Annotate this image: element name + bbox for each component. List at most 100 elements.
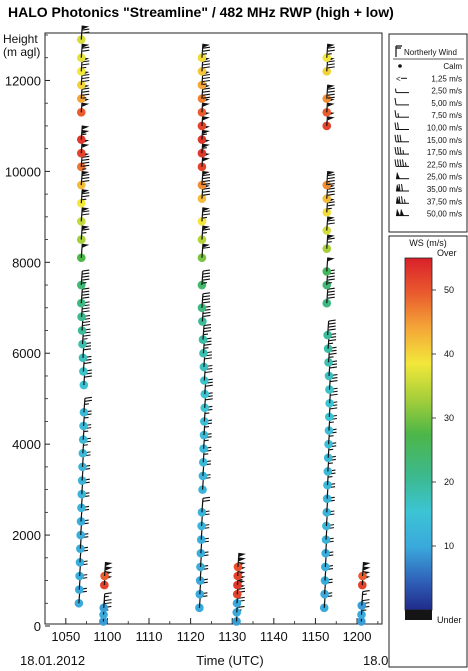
barb-pennant: [82, 189, 90, 194]
barb-full-feather: [327, 222, 335, 225]
barb-full-feather: [82, 173, 90, 177]
barb-full-feather: [202, 295, 211, 298]
barb-half-feather: [202, 53, 208, 55]
data-point: [199, 362, 209, 372]
barb-pennant: [202, 207, 210, 212]
barb-staff: [201, 498, 204, 513]
barb-staff: [361, 561, 365, 577]
wind-barb: [326, 257, 335, 272]
wind-legend-title: Northerly Wind: [404, 48, 457, 57]
wind-barb: [202, 324, 212, 340]
y-axis-label: Height: [3, 32, 38, 46]
barb-full-feather: [202, 499, 211, 502]
barb-pennant: [82, 143, 90, 148]
barb-half-feather: [204, 439, 209, 442]
barb-half-feather: [82, 281, 87, 284]
barb-full-feather: [327, 275, 335, 278]
barb-full-feather: [82, 296, 90, 299]
barb-full-feather: [327, 287, 335, 290]
legend-feather: [399, 159, 402, 167]
barb-staff: [83, 398, 86, 413]
barb-full-feather: [84, 361, 92, 364]
barb-staff: [103, 561, 107, 577]
barb-half-feather: [329, 448, 334, 451]
barb-full-feather: [203, 330, 212, 333]
barb-full-feather: [202, 49, 211, 52]
legend-feather: [399, 134, 402, 142]
y-tick-label: 12000: [5, 73, 41, 88]
barb-full-feather: [82, 28, 90, 31]
wind-barb: [201, 269, 211, 286]
barb-pennant: [202, 43, 210, 48]
y-tick-label: 10000: [5, 164, 41, 179]
barb-full-feather: [82, 176, 90, 180]
legend-pennant: [400, 208, 404, 216]
legend-feather: [394, 97, 397, 105]
barb-full-feather: [84, 375, 92, 378]
legend-barb-icon: [394, 147, 409, 155]
wind-barb: [80, 25, 90, 40]
data-point: [99, 610, 108, 619]
barb-staff: [201, 43, 204, 58]
barb-full-feather: [362, 599, 370, 602]
chart-title: HALO Photonics "Streamline" / 482 MHz RW…: [8, 4, 394, 20]
data-point: [324, 358, 333, 367]
barb-pennant: [82, 43, 90, 48]
data-point: [79, 367, 88, 376]
legend-pennant: [396, 208, 400, 216]
data-point: [75, 571, 84, 581]
colorbar-tick-label: 40: [444, 349, 454, 359]
wind-barb: [361, 589, 370, 606]
barb-full-feather: [202, 79, 211, 83]
data-point: [323, 480, 332, 490]
barb-full-feather: [327, 90, 335, 93]
x-axis: 1050 1100 1110 1120 1130 1140 1150 1200: [51, 618, 379, 644]
barb-half-feather: [84, 416, 89, 419]
colorbar-over-label: Over: [437, 248, 457, 258]
barb-full-feather: [237, 587, 246, 590]
y-tick-label: 8000: [12, 255, 41, 270]
wind-barb: [80, 125, 90, 140]
barb-full-feather: [203, 327, 212, 330]
barb-full-feather: [82, 161, 90, 164]
data-point: [77, 503, 86, 513]
barb-full-feather: [84, 399, 93, 402]
barb-full-feather: [202, 63, 211, 66]
data-point: [78, 435, 88, 444]
wind-legend-label: 7,50 m/s: [431, 111, 462, 120]
data-point: [323, 467, 333, 476]
barb-full-feather: [327, 193, 335, 196]
barb-full-feather: [202, 496, 211, 499]
barb-staff: [326, 170, 329, 186]
barb-pennant: [105, 561, 113, 566]
barb-full-feather: [82, 93, 90, 96]
wind-barb: [80, 43, 90, 58]
barb-pennant: [82, 102, 90, 107]
barb-half-feather: [329, 356, 334, 358]
data-point: [78, 462, 87, 472]
barb-half-feather: [204, 347, 209, 349]
barb-full-feather: [82, 210, 90, 213]
barb-full-feather: [202, 269, 211, 272]
x-tick-label: 1130: [218, 629, 246, 644]
barb-staff: [201, 293, 204, 308]
barb-full-feather: [327, 66, 335, 69]
barb-staff: [361, 591, 364, 606]
data-point: [324, 439, 333, 449]
barb-pennant: [82, 225, 90, 230]
legend-feather: [402, 159, 404, 167]
barb-half-feather: [362, 593, 367, 596]
legend-feather: [397, 122, 399, 130]
wind-legend-label: 37,50 m/s: [427, 197, 462, 206]
data-point: [74, 585, 84, 594]
legend-feather: [397, 147, 399, 155]
barb-half-feather: [82, 97, 87, 99]
barb-staff: [80, 25, 83, 40]
wind-legend-label: 15,00 m/s: [427, 136, 462, 145]
y-axis-unit: (m agl): [3, 45, 40, 59]
legend-feather: [401, 183, 403, 192]
wind-marks: [74, 25, 371, 626]
wind-barb: [327, 319, 336, 336]
barb-half-feather: [202, 147, 208, 149]
barb-full-feather: [82, 46, 90, 49]
